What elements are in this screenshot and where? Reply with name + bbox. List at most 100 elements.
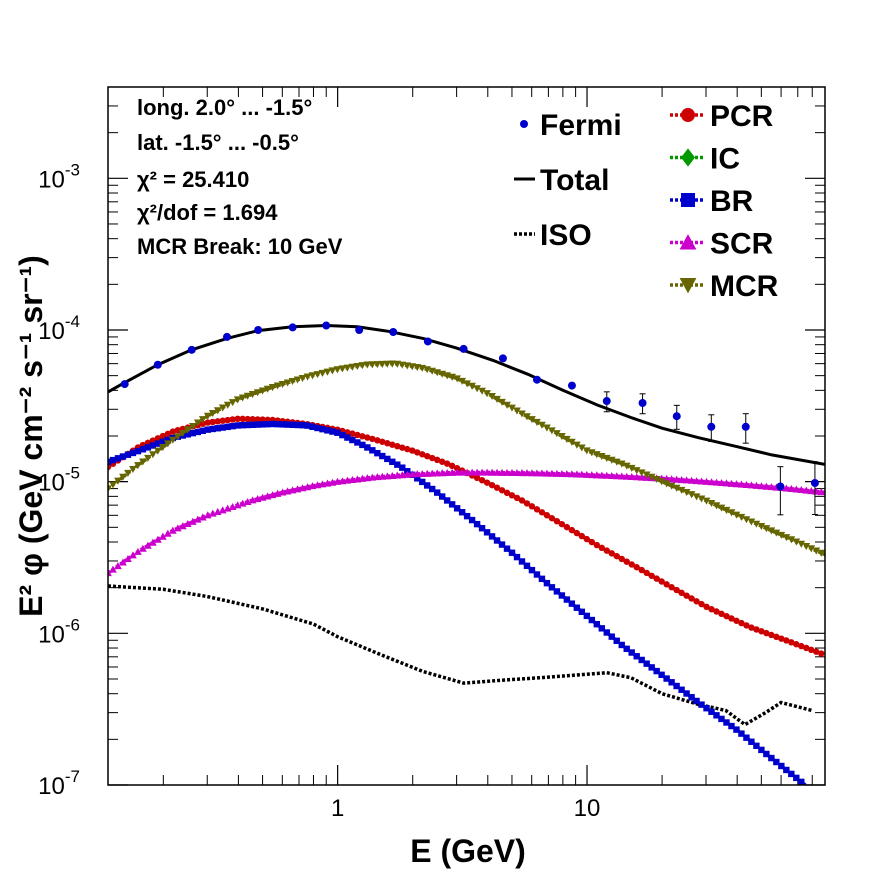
- series-marker: [733, 617, 740, 624]
- series-marker: [528, 566, 536, 574]
- series-marker: [603, 629, 610, 636]
- series-marker: [533, 571, 541, 578]
- series-marker: [419, 478, 426, 486]
- series-marker: [109, 456, 117, 464]
- series-marker: [622, 472, 631, 480]
- series-marker: [793, 774, 800, 782]
- series-marker: [149, 451, 157, 459]
- annotation-chi2-dof: χ²/dof = 1.694: [137, 200, 278, 225]
- series-marker: [773, 633, 780, 641]
- series-marker: [183, 519, 192, 528]
- series-marker: [678, 686, 685, 693]
- series-marker: [139, 544, 147, 552]
- series-marker: [238, 394, 247, 402]
- y-tick-label: 10-4: [38, 312, 80, 345]
- series-marker: [374, 449, 381, 457]
- series-marker: [234, 422, 241, 429]
- series-marker: [742, 480, 751, 488]
- series-marker: [198, 513, 207, 521]
- series-marker: [518, 558, 526, 565]
- series-marker: [748, 624, 755, 631]
- fermi-point: [423, 337, 432, 346]
- series-marker: [278, 381, 287, 389]
- series-marker: [732, 511, 741, 519]
- series-marker: [419, 451, 426, 458]
- series-marker: [713, 712, 720, 719]
- series-marker: [648, 664, 655, 671]
- series-marker: [324, 427, 331, 434]
- fermi-point: [288, 323, 297, 332]
- fermi-marker: [254, 325, 263, 334]
- series-marker: [518, 497, 526, 504]
- series-marker: [597, 471, 606, 479]
- series-marker: [702, 477, 711, 485]
- series-marker: [333, 366, 342, 374]
- series-marker: [772, 529, 781, 537]
- series-marker: [259, 421, 266, 428]
- series-marker: [394, 442, 401, 450]
- fermi-marker: [776, 482, 785, 491]
- fermi-point: [222, 332, 231, 341]
- series-marker: [178, 429, 187, 437]
- x-tick-label: 1: [331, 795, 344, 822]
- series-marker: [802, 543, 811, 551]
- series-marker: [787, 536, 796, 544]
- y-tick-base: 10: [38, 470, 65, 497]
- fermi-point: [187, 345, 196, 354]
- series-marker: [613, 637, 620, 645]
- series-marker: [723, 612, 730, 620]
- series-marker: [164, 430, 172, 438]
- series-marker: [319, 425, 326, 433]
- series-marker: [558, 592, 566, 599]
- series-marker: [239, 415, 246, 423]
- series-marker: [548, 515, 556, 522]
- series-marker: [788, 639, 795, 646]
- series-marker: [288, 377, 297, 386]
- legend-iso-label: ISO: [540, 219, 592, 252]
- fermi-point: [322, 321, 331, 330]
- series-marker: [718, 610, 725, 618]
- series-marker: [627, 464, 636, 472]
- series-marker: [229, 422, 236, 430]
- series-marker: [523, 413, 531, 421]
- series-marker: [703, 603, 710, 611]
- series-marker: [513, 407, 521, 415]
- series-marker: [523, 469, 531, 477]
- series-marker: [144, 444, 152, 451]
- fermi-point: [776, 466, 785, 516]
- series-marker: [677, 476, 686, 484]
- series-marker: [778, 762, 785, 770]
- series-marker: [708, 605, 715, 613]
- series-marker: [154, 447, 162, 455]
- series-marker: [309, 423, 316, 431]
- series-marker: [583, 535, 591, 543]
- series-marker: [344, 434, 351, 441]
- series-marker: [717, 479, 726, 487]
- series-marker: [453, 468, 461, 476]
- fermi-marker: [222, 332, 231, 341]
- series-marker: [563, 470, 571, 478]
- series-marker: [798, 778, 805, 785]
- series-marker: [563, 435, 571, 443]
- series-marker: [334, 429, 341, 436]
- series-marker: [658, 578, 665, 585]
- series-marker: [553, 469, 561, 477]
- series-marker: [643, 569, 650, 577]
- series-marker: [813, 648, 820, 655]
- series-marker: [568, 438, 576, 446]
- fermi-marker: [459, 344, 468, 353]
- legend-fermi-marker: [520, 120, 528, 128]
- series-marker: [503, 401, 511, 409]
- series-marker: [414, 449, 421, 456]
- series-marker: [668, 584, 675, 591]
- series-marker: [698, 600, 705, 608]
- series-marker: [488, 481, 496, 489]
- series-marker: [404, 445, 411, 453]
- series-marker: [134, 462, 142, 470]
- series-marker: [563, 523, 571, 531]
- series-marker: [109, 565, 117, 573]
- series-marker: [763, 629, 770, 637]
- series-marker: [588, 616, 596, 624]
- series-marker: [498, 541, 506, 548]
- series-marker: [503, 545, 511, 552]
